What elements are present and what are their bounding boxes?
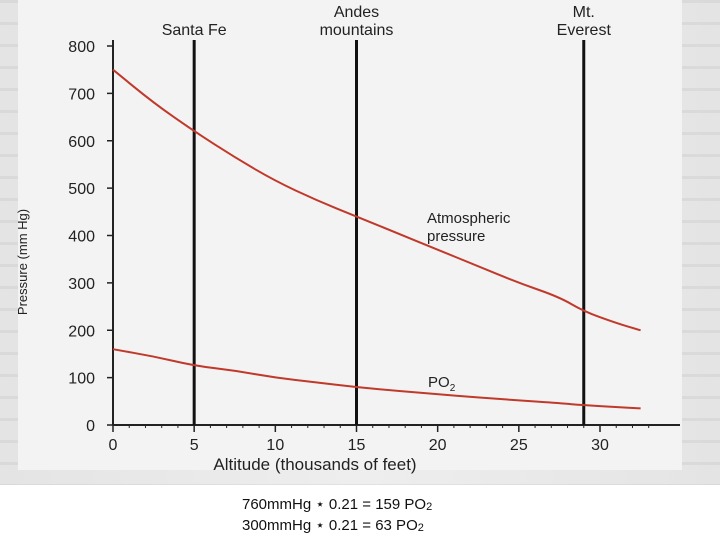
atmospheric-label-line2: pressure bbox=[427, 228, 485, 245]
landmark-label-line2: Everest bbox=[557, 22, 612, 39]
po2-label: PO2 bbox=[428, 374, 456, 394]
equation-line-2: 300mmHg ⋆ 0.21 = 63 PO2 bbox=[242, 517, 424, 534]
x-tick-label: 0 bbox=[109, 437, 118, 454]
equation-line-1: 760mmHg ⋆ 0.21 = 159 PO2 bbox=[242, 496, 433, 513]
landmark-label-line2: mountains bbox=[320, 22, 394, 39]
axis-ticks: 0 100 200 300 400 500 600 700 800 0 5 10 15 20 25 30 bbox=[68, 39, 650, 454]
data-series bbox=[112, 68, 641, 410]
y-tick-label: 400 bbox=[68, 229, 95, 246]
y-tick-label: 0 bbox=[86, 418, 95, 435]
x-tick-label: 30 bbox=[591, 437, 609, 454]
x-axis-label: Altitude (thousands of feet) bbox=[213, 455, 416, 474]
pressure-altitude-chart: 0 100 200 300 400 500 600 700 800 0 5 10 15 20 25 30 Sa… bbox=[15, 0, 682, 474]
y-tick-label: 600 bbox=[68, 134, 95, 151]
figure-panel bbox=[18, 0, 682, 470]
y-tick-label: 100 bbox=[68, 371, 95, 388]
landmark-label-line1: Andes bbox=[334, 4, 379, 21]
y-tick-label: 200 bbox=[68, 323, 95, 340]
x-tick-label: 10 bbox=[266, 437, 284, 454]
landmark-label: Santa Fe bbox=[162, 22, 227, 39]
y-axis-label: Pressure (mm Hg) bbox=[15, 209, 30, 315]
y-tick-label: 300 bbox=[68, 276, 95, 293]
atmospheric-label-line1: Atmospheric bbox=[427, 210, 511, 227]
x-tick-label: 25 bbox=[510, 437, 528, 454]
po2-line bbox=[112, 348, 641, 410]
y-tick-label: 800 bbox=[68, 39, 95, 56]
x-tick-label: 15 bbox=[348, 437, 366, 454]
x-tick-label: 20 bbox=[429, 437, 447, 454]
atmospheric-pressure-line bbox=[112, 68, 641, 332]
y-tick-label: 500 bbox=[68, 181, 95, 198]
landmark-label-line1: Mt. bbox=[573, 4, 595, 21]
x-tick-label: 5 bbox=[190, 437, 199, 454]
y-tick-label: 700 bbox=[68, 86, 95, 103]
footer-equations: 760mmHg ⋆ 0.21 = 159 PO2 300mmHg ⋆ 0.21 … bbox=[0, 485, 720, 540]
